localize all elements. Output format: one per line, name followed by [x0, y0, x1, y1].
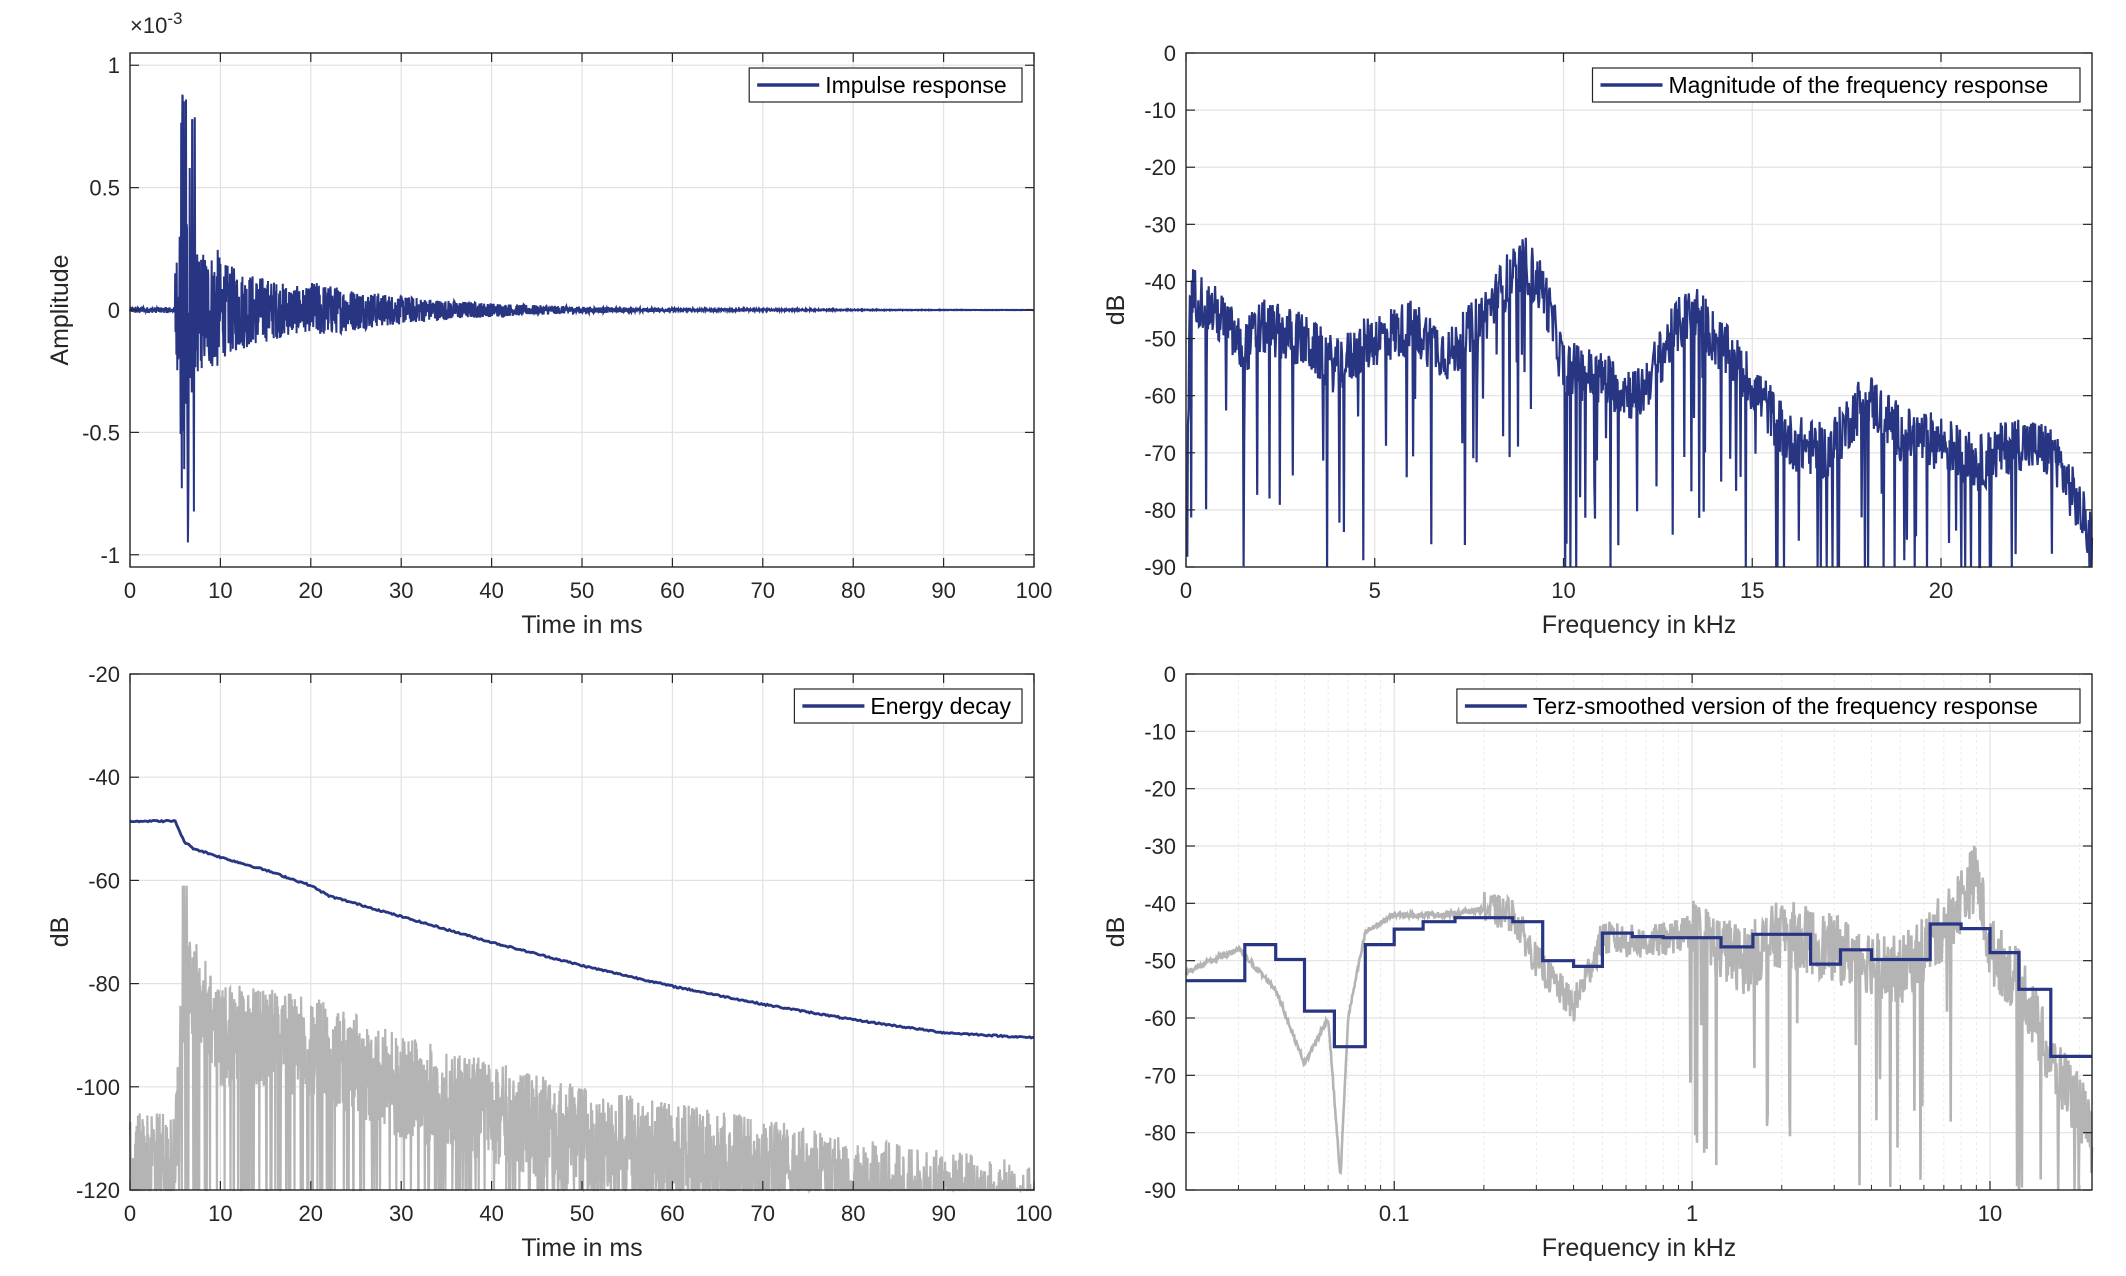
- legend: Terz-smoothed version of the frequency r…: [1456, 688, 2081, 724]
- x-tick-label: 10: [1551, 578, 1575, 603]
- axes-box: [1185, 673, 2093, 1191]
- x-tick-label: 0.1: [1379, 1201, 1410, 1226]
- x-tick-label: 0: [1180, 578, 1192, 603]
- legend-box: [1591, 67, 2081, 103]
- y-tick-label: -80: [1144, 498, 1176, 523]
- y-axis-label: dB: [1102, 917, 1130, 948]
- x-tick-label: 20: [299, 578, 323, 603]
- y-tick-label: -20: [1144, 777, 1176, 802]
- series-energy-decay: [129, 818, 1034, 1040]
- y-tick-label: -120: [76, 1178, 120, 1203]
- y-tick-label: 0.5: [89, 176, 120, 201]
- x-tick-label: 100: [1016, 578, 1053, 603]
- series-magnitude: [1186, 237, 2094, 569]
- x-tick-label: 15: [1740, 578, 1764, 603]
- y-tick-label: -90: [1144, 1178, 1176, 1203]
- y-tick-label: -80: [1144, 1121, 1176, 1146]
- y-tick-label: -40: [88, 765, 120, 790]
- y-tick-label: -40: [1144, 269, 1176, 294]
- series-terz-smoothed: [1186, 916, 2092, 1058]
- x-axis-label: Time in ms: [521, 611, 642, 639]
- y-tick-label: -10: [1144, 98, 1176, 123]
- x-axis-label: Frequency in kHz: [1542, 611, 1737, 639]
- x-axis-label: Time in ms: [521, 1234, 642, 1262]
- x-tick-label: 100: [1016, 1201, 1053, 1226]
- x-tick-label: 80: [841, 1201, 865, 1226]
- x-tick-label: 80: [841, 578, 865, 603]
- x-tick-label: 40: [479, 578, 503, 603]
- y-tick-label: 0: [108, 298, 120, 323]
- y-tick-label: 0: [1164, 662, 1176, 687]
- plot-1: 0 10 20 30 40 50 60 70 80 90 100 -1 -0.5 0 0.5 1 Time in…: [46, 9, 1052, 639]
- legend-entry: Impulse response: [825, 72, 1007, 98]
- y-tick-label: -10: [1144, 719, 1176, 744]
- x-tick-label: 40: [479, 1201, 503, 1226]
- legend-box: [1456, 688, 2081, 724]
- y-tick-label: -100: [76, 1075, 120, 1100]
- axes-box: [1185, 52, 2093, 568]
- x-axis-label: Frequency in kHz: [1542, 1234, 1737, 1262]
- legend: Magnitude of the frequency response: [1591, 67, 2081, 103]
- x-tick-label: 0: [124, 578, 136, 603]
- x-tick-label: 90: [931, 578, 955, 603]
- y-tick-label: -70: [1144, 1063, 1176, 1088]
- y-tick-label: -0.5: [82, 420, 120, 445]
- legend-entry: Terz-smoothed version of the frequency r…: [1533, 693, 2038, 719]
- y-tick-label: -20: [1144, 155, 1176, 180]
- x-tick-label: 50: [570, 1201, 594, 1226]
- x-tick-label: 30: [389, 1201, 413, 1226]
- x-tick-label: 20: [299, 1201, 323, 1226]
- x-tick-label: 10: [1978, 1201, 2002, 1226]
- y-tick-label: -20: [88, 662, 120, 687]
- x-tick-label: 20: [1929, 578, 1953, 603]
- plot-3: 0 10 20 30 40 50 60 70 80 90 100 -20 -40 -60 -80 -100 -1…: [46, 662, 1052, 1262]
- y-tick-label: -80: [88, 972, 120, 997]
- series-energy-raw: [128, 885, 1036, 1195]
- series-impulse-response: [129, 94, 1035, 543]
- y-tick-label: -60: [1144, 384, 1176, 409]
- x-tick-label: 70: [751, 1201, 775, 1226]
- x-tick-label: 0: [124, 1201, 136, 1226]
- x-tick-label: 10: [208, 1201, 232, 1226]
- y-tick-label: -70: [1144, 441, 1176, 466]
- x-tick-label: 90: [931, 1201, 955, 1226]
- y-axis-label: dB: [1102, 295, 1130, 326]
- y-exponent-label: ×10-3: [130, 9, 182, 38]
- legend-entry: Magnitude of the frequency response: [1669, 72, 2049, 98]
- y-tick-label: -30: [1144, 212, 1176, 237]
- y-axis-label: dB: [46, 917, 74, 948]
- y-tick-label: 0: [1164, 41, 1176, 66]
- y-tick-label: -50: [1144, 327, 1176, 352]
- x-tick-label: 1: [1686, 1201, 1698, 1226]
- x-tick-label: 10: [208, 578, 232, 603]
- y-tick-label: -1: [100, 543, 120, 568]
- y-tick-label: 1: [108, 53, 120, 78]
- y-tick-label: -60: [1144, 1006, 1176, 1031]
- y-axis-label: Amplitude: [46, 254, 74, 365]
- x-tick-label: 30: [389, 578, 413, 603]
- legend: Energy decay: [793, 688, 1023, 724]
- x-tick-label: 5: [1369, 578, 1381, 603]
- y-tick-label: -60: [88, 868, 120, 893]
- legend: Impulse response: [748, 67, 1023, 103]
- x-tick-label: 50: [570, 578, 594, 603]
- y-tick-label: -50: [1144, 949, 1176, 974]
- x-tick-label: 60: [660, 1201, 684, 1226]
- legend-entry: Energy decay: [870, 693, 1011, 719]
- y-tick-label: -90: [1144, 555, 1176, 580]
- y-tick-label: -40: [1144, 891, 1176, 916]
- x-tick-label: 70: [751, 578, 775, 603]
- plot-4: 0.1 1 10 0 -10 -20 -30 -40 -50 -60 -70 -80 -90 Freque…: [1102, 662, 2094, 1262]
- y-tick-label: -30: [1144, 834, 1176, 859]
- x-tick-label: 60: [660, 578, 684, 603]
- plot-2: 0 5 10 15 20 0 -10 -20 -30 -40 -50 -60 -70 -80 -90 Freq…: [1102, 41, 2094, 639]
